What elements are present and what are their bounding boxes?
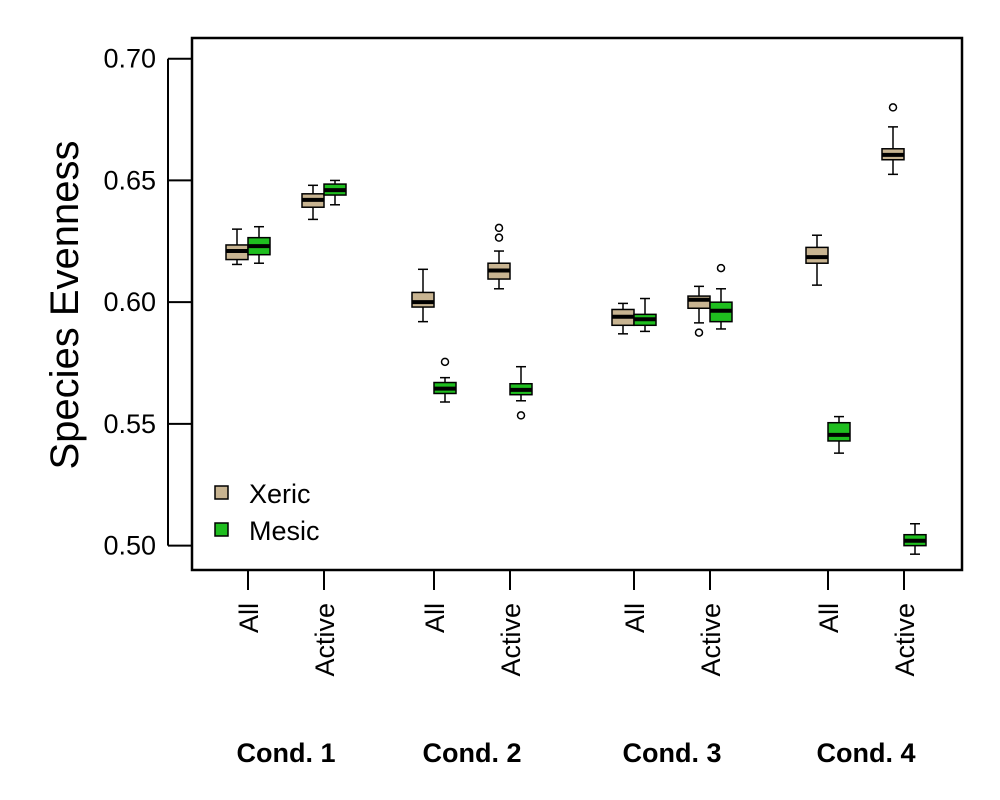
outlier-point <box>440 357 450 367</box>
legend-label-xeric: Xeric <box>249 479 311 509</box>
box-mesic <box>433 357 457 403</box>
x-category-label: All <box>620 603 650 633</box>
plot-frame <box>190 36 964 572</box>
y-axis: 0.70 0.65 0.60 0.55 0.50 <box>103 44 192 561</box>
box-mesic <box>827 415 851 454</box>
group-label: Cond. 3 <box>623 738 722 768</box>
box-xeric <box>805 234 829 286</box>
box-mesic <box>633 297 657 333</box>
legend-label-mesic: Mesic <box>249 516 320 546</box>
outlier-point <box>716 263 726 273</box>
y-tick-label: 0.55 <box>103 409 156 439</box>
group-label: Cond. 1 <box>237 738 336 768</box>
outlier-point <box>694 328 704 337</box>
box-xeric <box>687 285 711 337</box>
x-category-label: Active <box>890 603 920 677</box>
box-xeric <box>411 268 435 323</box>
box-xeric <box>881 103 905 176</box>
box-body <box>827 421 851 442</box>
box-mesic <box>709 263 733 330</box>
box-series <box>225 103 927 555</box>
outlier-point <box>516 411 526 420</box>
outlier-point <box>494 223 504 233</box>
x-axis-labels: Cond. 1 All Active Cond. 2 All Active Cond. 3 A… <box>234 570 920 768</box>
outlier-point <box>494 233 504 242</box>
box-xeric <box>487 223 511 290</box>
x-category-label: Active <box>496 603 526 677</box>
legend: Xeric Mesic <box>214 479 320 546</box>
x-category-label: Active <box>310 603 340 677</box>
box-mesic <box>323 179 347 206</box>
y-tick-label: 0.60 <box>103 287 156 317</box>
box-mesic <box>509 365 533 420</box>
legend-swatch-xeric <box>214 485 229 500</box>
box-mesic <box>903 522 927 555</box>
box-xeric <box>301 184 325 221</box>
group-label: Cond. 2 <box>423 738 522 768</box>
y-tick-label: 0.65 <box>103 165 156 195</box>
x-category-label: All <box>420 603 450 633</box>
x-category-label: All <box>234 603 264 633</box>
y-axis-title: Species Evenness <box>43 140 87 469</box>
legend-swatch-mesic <box>214 522 229 537</box>
box-mesic <box>247 225 271 264</box>
outlier-point <box>888 103 898 112</box>
y-tick-label: 0.50 <box>103 531 156 561</box>
box-xeric <box>611 302 635 335</box>
x-category-label: All <box>814 603 844 633</box>
y-tick-label: 0.70 <box>103 44 156 74</box>
box-xeric <box>225 228 249 266</box>
group-label: Cond. 4 <box>817 738 916 768</box>
box-body <box>411 291 435 308</box>
x-category-label: Active <box>696 603 726 677</box>
